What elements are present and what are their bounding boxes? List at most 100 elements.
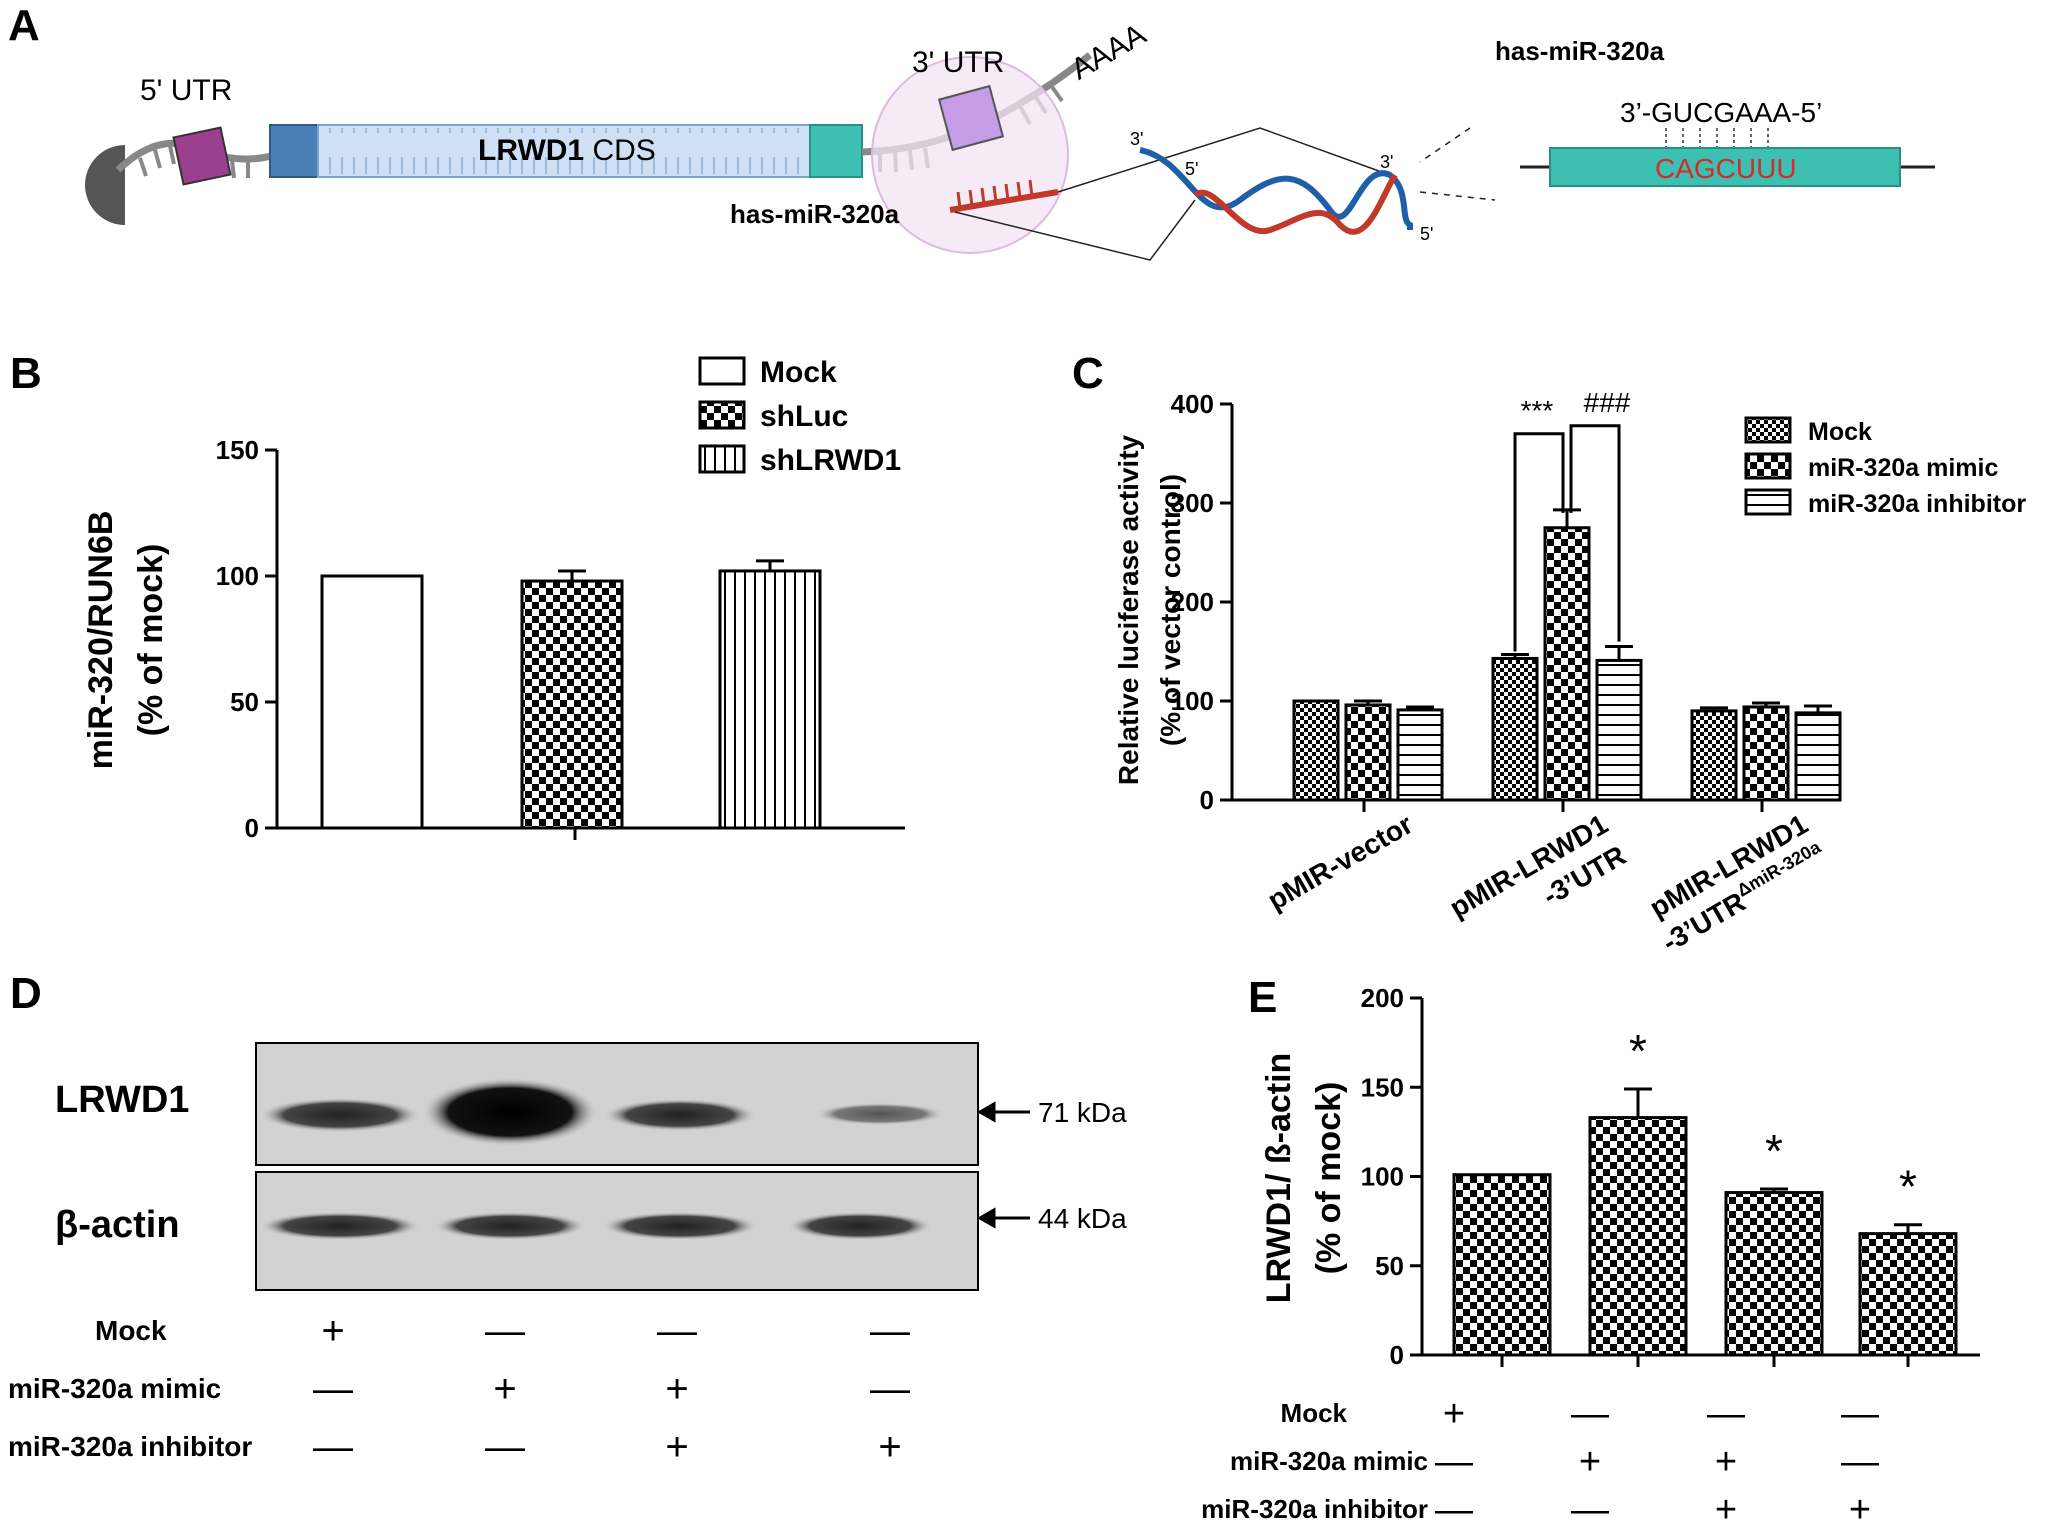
- panel-label-c: C: [1072, 349, 1104, 398]
- chart-b-legend-label: Mock: [760, 356, 837, 389]
- utr3-highlight-circle: [871, 56, 1069, 254]
- target-box: [1549, 147, 1901, 187]
- treatment-sign: +: [493, 1367, 516, 1411]
- panel-c: C 0 100 200 300 400 *** ### Relative luciferase…: [1072, 349, 2026, 958]
- panel-a: A 5' UTR LRWD1 CDS 3' UTR AAAA: [8, 1, 1935, 261]
- chart-c-y-tick-label: 400: [1171, 389, 1214, 419]
- panel-label-e: E: [1248, 973, 1277, 1022]
- utr5-label: 5' UTR: [140, 74, 232, 107]
- treatment-row-label: miR-320a inhibitor: [8, 1431, 252, 1462]
- chart-b-y-tick-label: 100: [216, 561, 259, 591]
- chart-c-legend-swatch: [1744, 416, 1792, 444]
- panel-label-b: B: [10, 349, 42, 398]
- chart-e-y-tick-label: 200: [1361, 983, 1404, 1013]
- mirna-label-left: has-miR-320a: [730, 199, 900, 229]
- chart-c-annotation: ***: [1521, 395, 1554, 426]
- seed-pair-lines: [1665, 128, 1769, 148]
- chart-b-legend-swatch: [698, 400, 746, 430]
- treatment-sign: —: [313, 1425, 353, 1469]
- chart-c-y-tick-label: 0: [1200, 785, 1214, 815]
- chart-e-y-tick-label: 0: [1390, 1340, 1404, 1370]
- mirna-title: has-miR-320a: [1495, 36, 1665, 66]
- band-lrwd1-2: [422, 1078, 598, 1146]
- helix-blue-strand: [1139, 147, 1413, 230]
- chart-e-treatment-sign: —: [1435, 1489, 1473, 1526]
- chart-b-y-label: miR-320/RUN6B (% of mock): [82, 511, 170, 770]
- helix-label-3b: 3': [1380, 152, 1393, 172]
- treatment-sign: +: [665, 1425, 688, 1469]
- chart-e-bar: [1858, 1232, 1958, 1357]
- chart-c-y-label-line1: Relative luciferase activity: [1113, 434, 1144, 785]
- chart-c-legend-swatch: [1744, 452, 1792, 480]
- seed-target-sequence: CAGCUUU: [1655, 153, 1797, 184]
- chart-e-y-tick-label: 100: [1361, 1162, 1404, 1192]
- band-actin-2: [434, 1212, 586, 1240]
- chart-b-y-label-line2: (% of mock): [132, 544, 170, 737]
- cds-left-cap: [269, 124, 319, 178]
- chart-c-y-label-line2: (% of vector control): [1155, 474, 1186, 746]
- kda-actin: 44 kDa: [1038, 1203, 1127, 1234]
- chart-c-legend-label: Mock: [1808, 418, 1872, 446]
- treatment-sign: —: [485, 1309, 525, 1353]
- polya-label: AAAA: [1066, 18, 1152, 87]
- treatment-table-d: Mock + — — — miR-320a mimic — + + — miR-320a inhib…: [8, 1309, 910, 1469]
- chart-b-legend-swatch: [698, 444, 746, 474]
- chart-c-y-label: Relative luciferase activity (% of vector…: [1113, 434, 1186, 785]
- chart-c-bracket-left: [1513, 432, 1565, 652]
- chart-c-category-label: pMIR-LRWD1-3’UTR: [1444, 808, 1631, 954]
- chart-e-y-tick-label: 50: [1375, 1251, 1404, 1281]
- cds-ticks: [329, 128, 799, 174]
- chart-e-treatment-sign: +: [1849, 1489, 1871, 1526]
- band-actin-4: [788, 1212, 932, 1240]
- chart-b-y-tick-label: 50: [230, 687, 259, 717]
- helix-label-3a: 3': [1130, 129, 1143, 149]
- band-actin-3: [602, 1212, 758, 1240]
- band-actin-1: [260, 1212, 420, 1240]
- chart-c-legend-label: miR-320a inhibitor: [1808, 490, 2026, 518]
- chart-c-y-tick-label: 100: [1171, 686, 1214, 716]
- seed-mirna-sequence: 3’-GUCGAAA-5’: [1620, 97, 1822, 128]
- chart-b-y-tick-label: 0: [245, 813, 259, 843]
- chart-c-bar: [1794, 711, 1842, 802]
- chart-b: 0 50 100 150 miR-320/RUN6B (% of mock) Mock shL…: [82, 356, 905, 843]
- kda-arrows: [976, 1101, 1030, 1229]
- chart-e-y-label-line2: (% of mock): [1310, 1082, 1348, 1275]
- chart-e-treatment-sign: —: [1707, 1393, 1745, 1435]
- treatment-row-label: miR-320a mimic: [8, 1373, 221, 1404]
- chart-c-annotation: ###: [1584, 387, 1631, 418]
- chart-e-treatment-sign: —: [1571, 1489, 1609, 1526]
- chart-e-bar: [1724, 1191, 1824, 1357]
- chart-e-y-label: LRWD1/ ß-actin (% of mock): [1260, 1053, 1348, 1304]
- chart-c-bar: [1595, 658, 1643, 802]
- chart-e-treatment-sign: —: [1435, 1441, 1473, 1483]
- cds-right-cap: [809, 124, 863, 178]
- chart-c-legend-label: miR-320a mimic: [1808, 454, 1998, 482]
- chart-c-bar: [1543, 526, 1591, 802]
- treatment-sign: —: [870, 1309, 910, 1353]
- chart-c-legend-swatch: [1744, 488, 1792, 516]
- chart-b-legend-swatch: [698, 356, 746, 386]
- treatment-sign: +: [665, 1367, 688, 1411]
- chart-e-treatment-sign: —: [1841, 1441, 1879, 1483]
- panel-b: B 0 50 100 150 miR-320/RUN6B (% of mock) Mock s…: [10, 349, 905, 843]
- chart-e-treatment-sign: +: [1715, 1489, 1737, 1526]
- chart-e-y-label-line1: LRWD1/ ß-actin: [1260, 1053, 1298, 1304]
- chart-b-y-tick-label: 150: [216, 435, 259, 465]
- helix-red-strand: [1193, 173, 1398, 235]
- chart-c-category-label: pMIR-vector: [1262, 808, 1418, 916]
- treatment-sign: —: [657, 1309, 697, 1353]
- chart-e-treatment-sign: +: [1579, 1441, 1601, 1483]
- panel-label-a: A: [8, 1, 40, 50]
- panel-label-d: D: [10, 969, 42, 1018]
- band-lrwd1-3: [604, 1099, 756, 1131]
- treatment-sign: —: [313, 1367, 353, 1411]
- panel-d: D LRWD1 β-actin 71 kDa 44 kDa Mock + — — — mi…: [8, 969, 1127, 1469]
- utr5-box: [172, 126, 232, 186]
- chart-e: 0 50 100 150 200 * * * LRWD1/ ß-actin (% of mock)…: [1201, 983, 1980, 1526]
- chart-b-legend-label: shLuc: [760, 400, 848, 433]
- utr3-box: [937, 84, 1005, 152]
- cds-label: LRWD1 CDS: [478, 134, 656, 167]
- chart-c-bar: [1292, 699, 1340, 802]
- chart-c-bar: [1491, 656, 1539, 802]
